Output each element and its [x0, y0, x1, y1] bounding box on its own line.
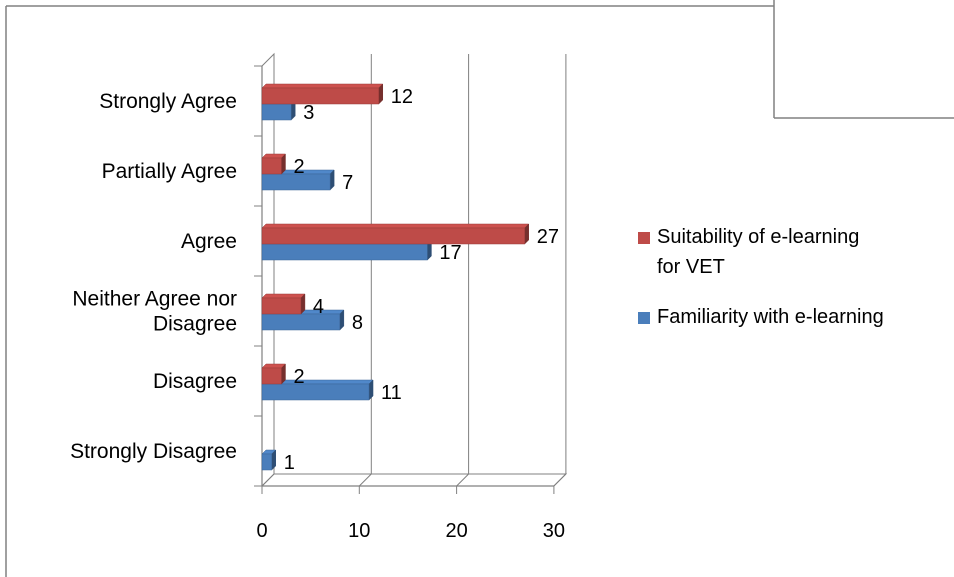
gridlines: [358, 54, 567, 487]
data-label: 1: [284, 452, 295, 474]
x-tick-label: 30: [543, 520, 565, 542]
category-label-line: Disagree: [153, 313, 237, 336]
data-label: 7: [342, 172, 353, 194]
legend-swatch: [638, 312, 650, 324]
data-label: 8: [352, 312, 363, 334]
category-label-line: Strongly Agree: [99, 90, 237, 113]
bar: [261, 383, 370, 401]
bar: [261, 367, 282, 385]
bar: [261, 297, 302, 315]
legend-label-line: Suitability of e-learning: [657, 226, 859, 248]
category-label-line: Disagree: [153, 370, 237, 393]
legend-label: Suitability of e-learning for VET: [657, 226, 859, 278]
bar: [261, 227, 525, 245]
gridline-floor: [553, 473, 567, 487]
bar: [261, 453, 272, 471]
data-label: 12: [391, 86, 413, 108]
data-label: 11: [381, 382, 402, 404]
bar: [261, 243, 428, 261]
data-label: 3: [303, 102, 314, 124]
category-label: Partially Agree: [102, 160, 237, 183]
bar-top: [261, 83, 384, 89]
bar: [261, 87, 380, 105]
data-label: 27: [537, 226, 559, 248]
legend-swatch: [638, 232, 650, 244]
bar: [261, 157, 282, 175]
bar: [261, 173, 331, 191]
x-tick-label: 10: [348, 520, 370, 542]
bar: [261, 313, 341, 331]
tick-labels: 0 10 20 30: [256, 520, 565, 542]
category-label: Strongly Agree: [99, 90, 237, 113]
data-label: 2: [293, 156, 304, 178]
legend-label-line: for VET: [657, 256, 725, 278]
category-label: Strongly Disagree: [70, 440, 237, 463]
category-label-line: Neither Agree nor: [72, 288, 237, 311]
legend-label: Familiarity with e-learning: [657, 306, 884, 328]
category-label-line: Agree: [181, 230, 237, 253]
axes: [254, 65, 555, 494]
category-label-line: Partially Agree: [102, 160, 237, 183]
legend: Suitability of e-learning for VET Familiar…: [638, 226, 884, 328]
x-tick-label: 20: [445, 520, 467, 542]
data-label: 17: [439, 242, 461, 264]
plot-floor: [260, 473, 568, 487]
bars: [261, 83, 530, 471]
category-label-line: Strongly Disagree: [70, 440, 237, 463]
data-label: 2: [293, 366, 304, 388]
legend-label-line: Familiarity with e-learning: [657, 306, 884, 328]
gridline-floor: [456, 473, 469, 487]
bar-top: [261, 293, 306, 299]
bar-top: [261, 223, 530, 229]
x-tick-label: 0: [256, 520, 267, 542]
bar: [261, 103, 292, 121]
category-label: Neither Agree nor Disagree: [72, 288, 237, 336]
category-label: Disagree: [153, 370, 237, 393]
data-label: 4: [313, 296, 324, 318]
gridline-floor: [358, 473, 372, 487]
category-label: Agree: [181, 230, 237, 253]
